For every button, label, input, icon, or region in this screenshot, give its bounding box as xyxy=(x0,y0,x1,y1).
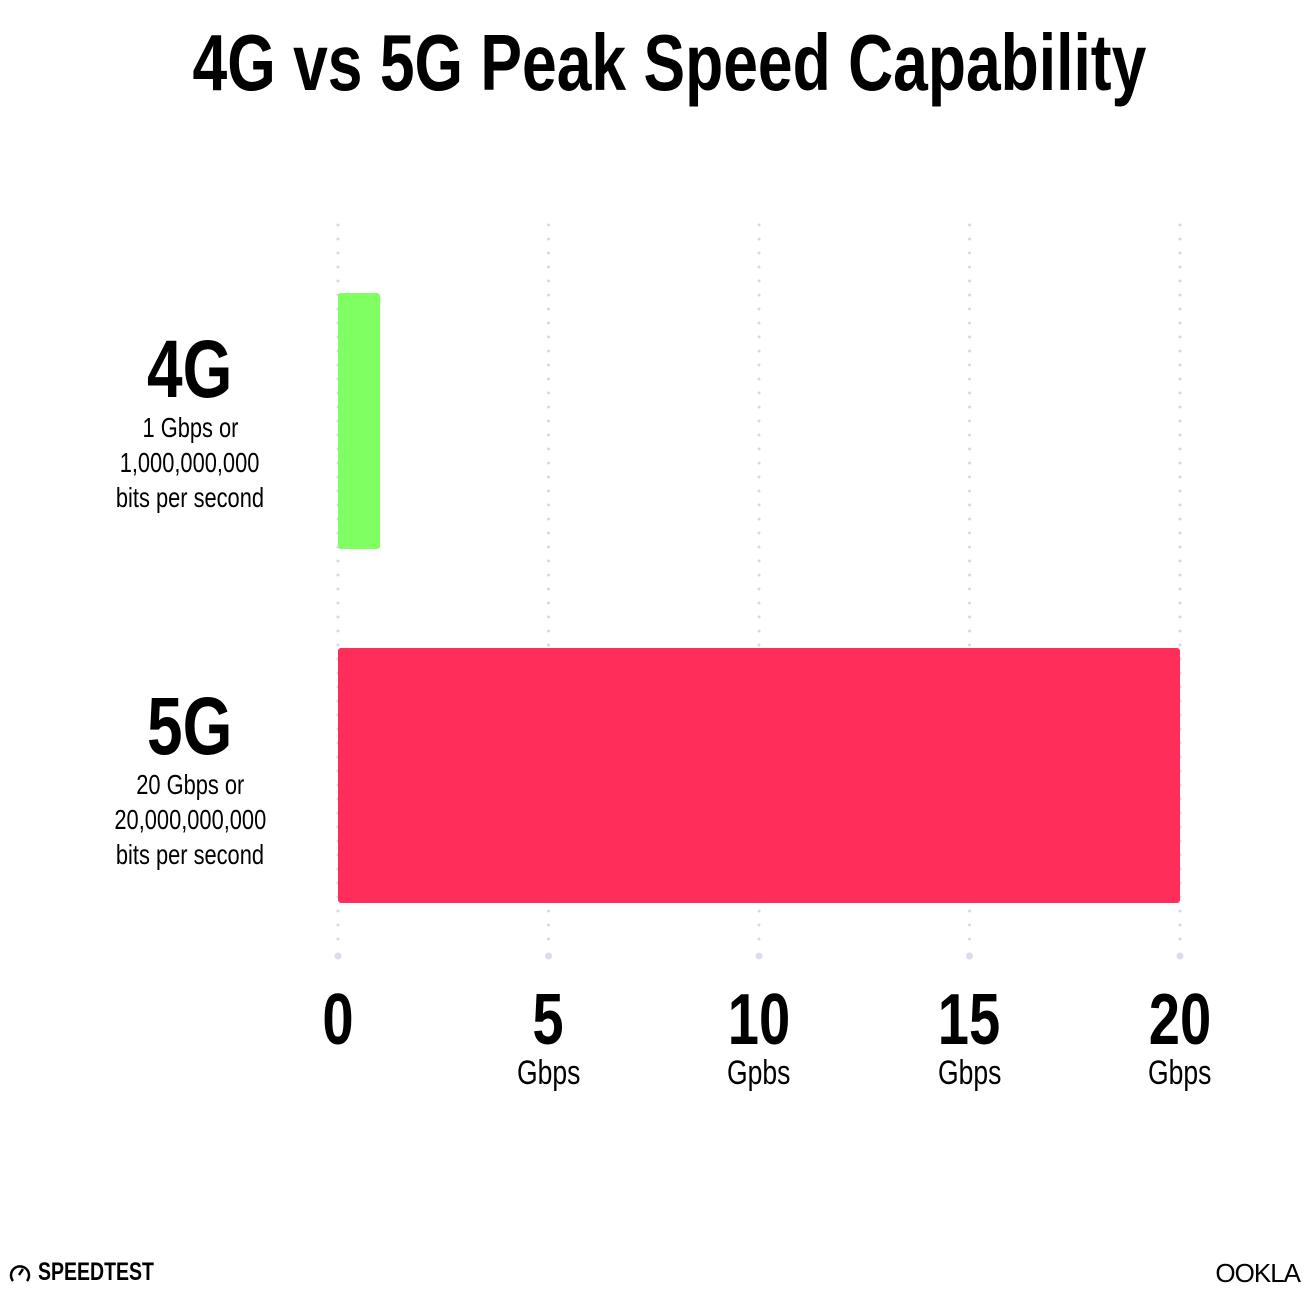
tick-dot xyxy=(334,952,342,960)
x-tick-label: 20 Gbps xyxy=(1100,980,1260,1092)
x-tick-label: 0 xyxy=(258,980,418,1091)
tick-value: 5 xyxy=(532,980,565,1060)
gauge-icon xyxy=(9,1264,31,1282)
category-detail: 1,000,000,000 xyxy=(120,447,260,478)
category-name: 4G xyxy=(147,324,233,415)
tick-value: 0 xyxy=(322,980,354,1060)
tick-dot xyxy=(966,952,973,960)
x-tick-label: 15 Gbps xyxy=(890,980,1050,1092)
tick-unit: Gbps xyxy=(937,1054,1002,1092)
category-detail: 20,000,000,000 xyxy=(114,804,266,835)
tick-dot xyxy=(1176,952,1184,960)
category-detail: bits per second xyxy=(115,482,265,513)
category-detail: 1 Gbps or xyxy=(142,412,238,443)
bar-5g xyxy=(338,648,1180,903)
tick-unit: Gbps xyxy=(516,1054,581,1092)
x-tick-label: 5 Gbps xyxy=(469,980,629,1092)
tick-value: 10 xyxy=(727,980,791,1060)
chart-title: 4G vs 5G Peak Speed Capability xyxy=(192,18,1146,107)
category-detail: bits per second xyxy=(115,839,265,870)
tick-dot xyxy=(755,952,763,960)
category-label-4g: 4G 1 Gbps or 1,000,000,000 bits per seco… xyxy=(40,324,340,515)
tick-unit: Gbps xyxy=(1148,1054,1212,1092)
tick-value: 20 xyxy=(1148,980,1212,1060)
category-name: 5G xyxy=(147,681,233,772)
tick-value: 15 xyxy=(938,980,1001,1060)
tick-unit: Gpbs xyxy=(727,1054,791,1092)
ookla-logo: OOKLA xyxy=(1215,1258,1301,1288)
tick-dot xyxy=(545,952,552,960)
bar-4g xyxy=(338,293,381,549)
category-detail: 20 Gbps or xyxy=(135,769,245,800)
category-label-5g: 5G 20 Gbps or 20,000,000,000 bits per se… xyxy=(40,681,340,872)
speedtest-logo: SPEEDTEST xyxy=(8,1258,187,1287)
x-tick-label: 10 Gpbs xyxy=(679,980,839,1092)
